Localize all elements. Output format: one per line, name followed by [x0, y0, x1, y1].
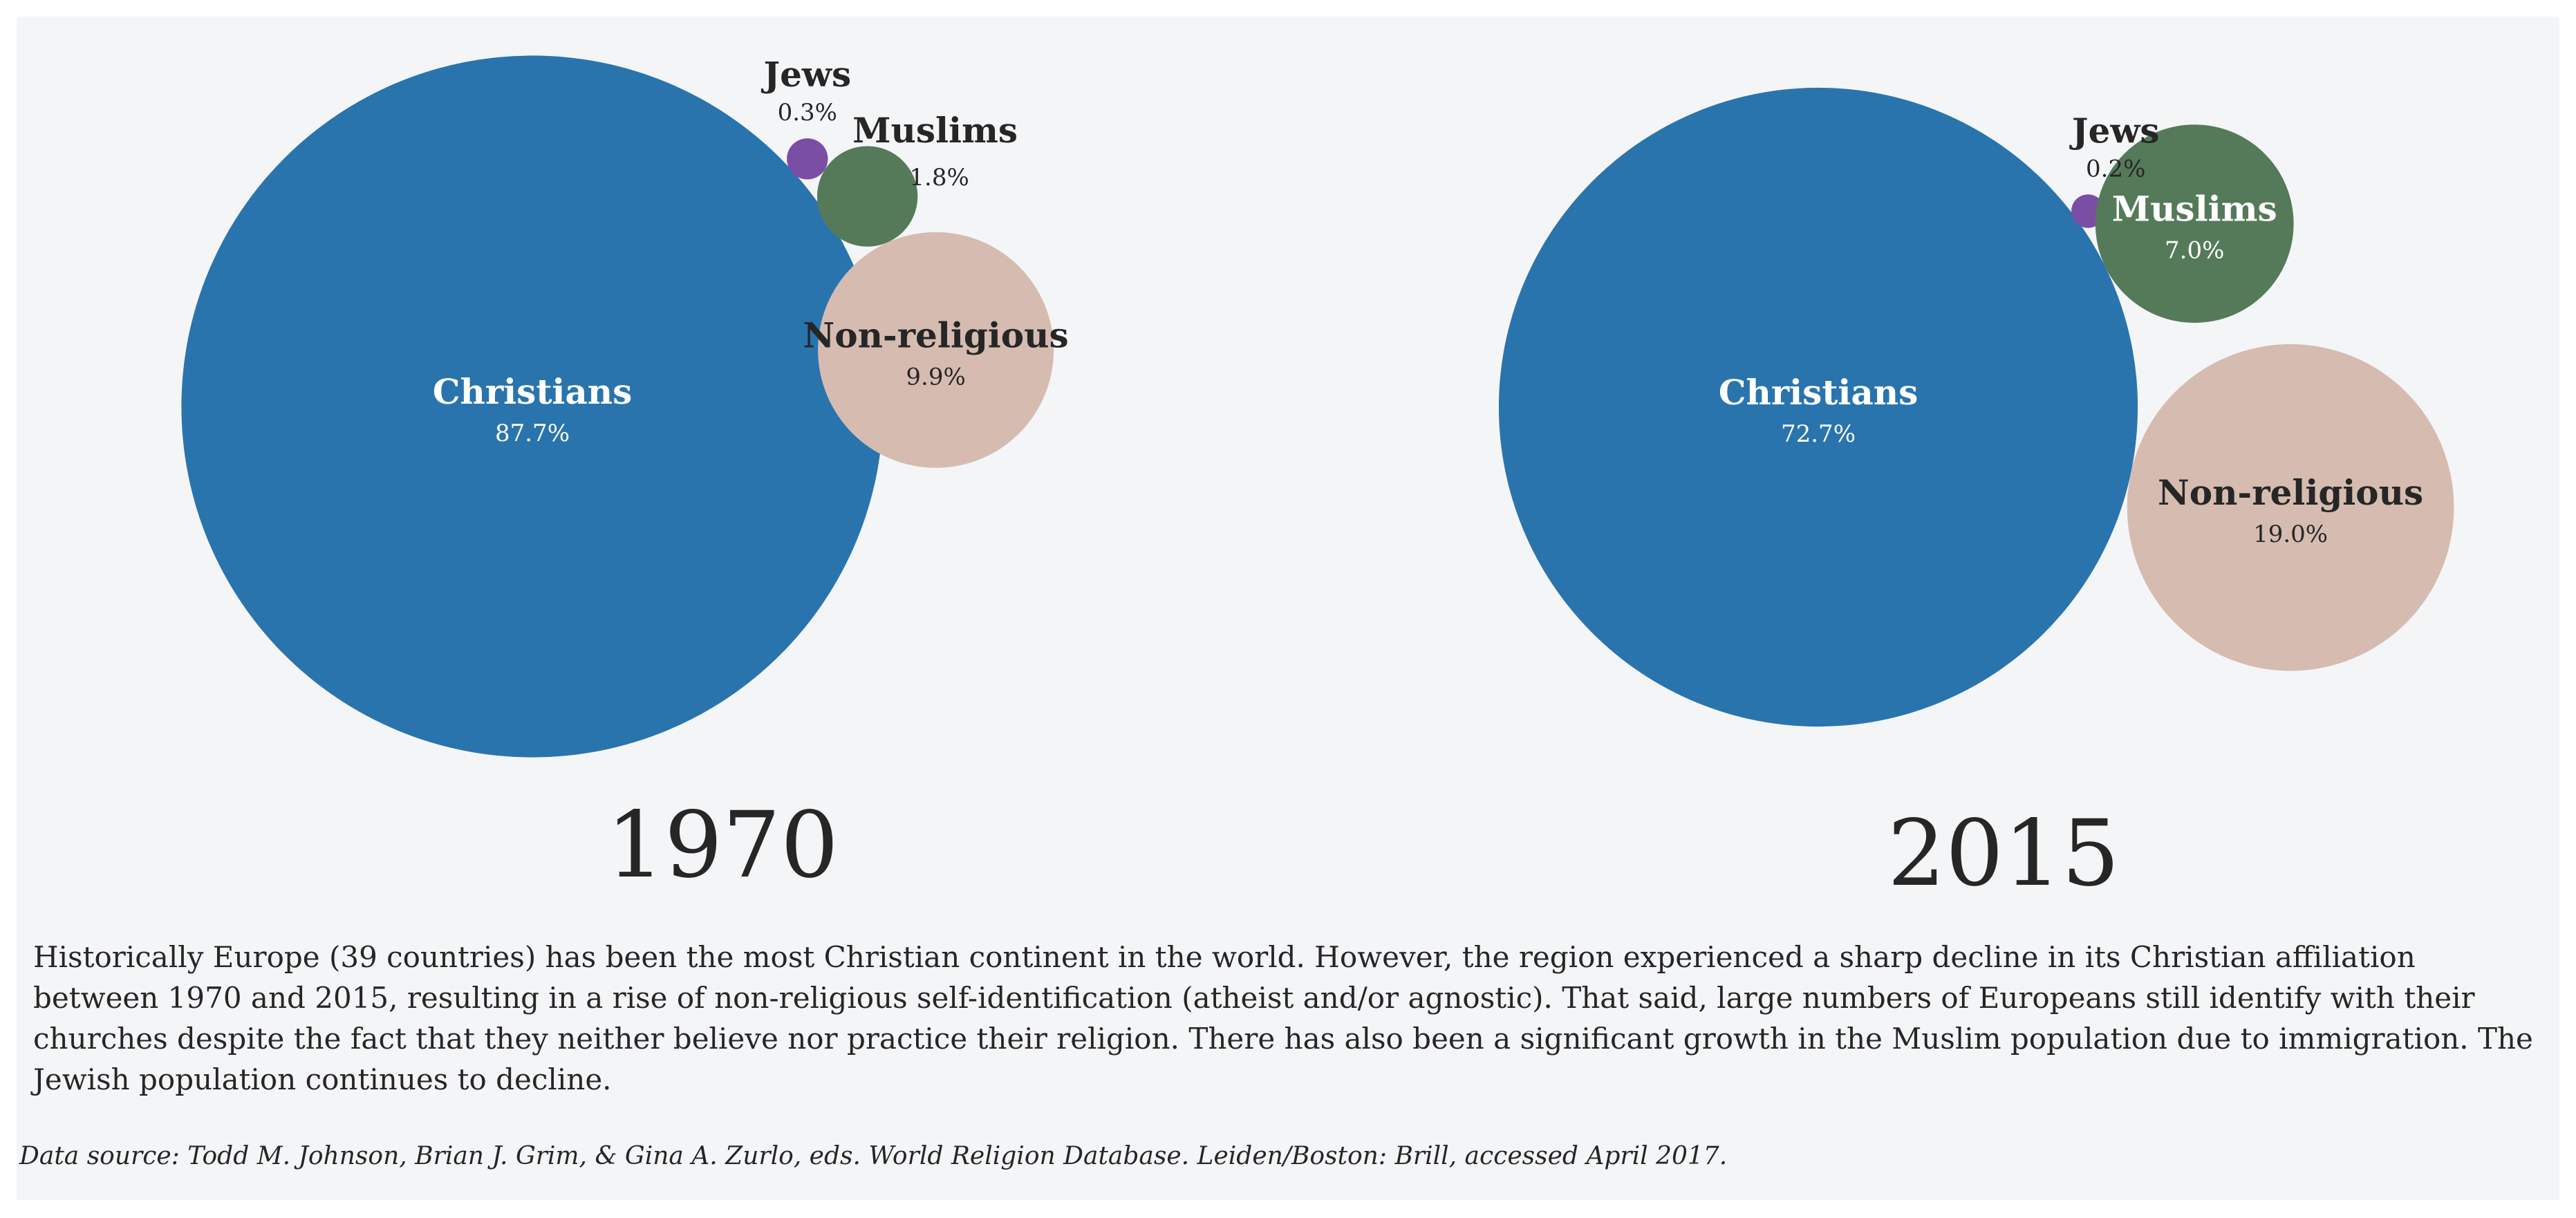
description-text: Historically Europe (39 countries) has b…	[33, 940, 2533, 1096]
bubble-label-christians-1970: Christians	[433, 371, 633, 412]
bubble-group-2015: Christians 72.7% Jews 0.2% Muslims 7.0% Non-re…	[1498, 87, 2454, 907]
bubble-value-muslims-2015: 7.0%	[2165, 237, 2224, 265]
bubble-label-non-religious-1970: Non-religious	[803, 315, 1069, 355]
bubble-value-muslims-1970: 1.8%	[909, 164, 969, 191]
bubble-label-muslims-1970: Muslims	[852, 110, 1018, 151]
bubble-group-1970: Christians 87.7% Jews 0.3% Muslims 1.8% Non-re…	[181, 54, 1069, 899]
bubble-christians-1970	[181, 55, 884, 758]
bubble-value-jews-2015: 0.2%	[2086, 156, 2145, 183]
bubble-label-muslims-2015: Muslims	[2112, 189, 2277, 229]
bubble-value-christians-2015: 72.7%	[1781, 420, 1856, 448]
bubble-jews-1970	[787, 138, 828, 180]
bubble-muslims-1970	[816, 146, 918, 247]
bubble-value-non-religious-1970: 9.9%	[906, 363, 965, 391]
bubble-christians-2015	[1498, 87, 2138, 727]
bubble-non-religious-1970	[818, 232, 1054, 468]
year-label-1970: 1970	[606, 792, 839, 899]
bubble-muslims-2015	[2095, 124, 2294, 323]
year-label-2015: 2015	[1887, 800, 2120, 907]
bubble-value-jews-1970: 0.3%	[778, 99, 837, 127]
bubble-value-non-religious-2015: 19.0%	[2253, 521, 2328, 548]
bubble-value-christians-1970: 87.7%	[495, 420, 570, 447]
bubble-non-religious-2015	[2127, 344, 2454, 671]
bubble-label-jews-1970: Jews	[760, 54, 851, 95]
bubble-label-christians-2015: Christians	[1719, 372, 1919, 413]
bubble-label-jews-2015: Jews	[2069, 111, 2160, 151]
data-source-note: Data source: Todd M. Johnson, Brian J. G…	[19, 1142, 1728, 1170]
bubble-label-non-religious-2015: Non-religious	[2158, 472, 2423, 513]
